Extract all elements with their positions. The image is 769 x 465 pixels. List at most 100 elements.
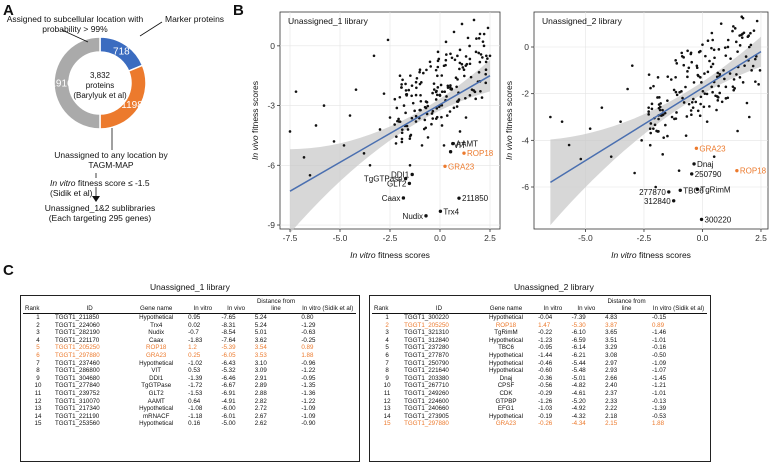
y-tick-label: -3 xyxy=(267,101,275,111)
scatter-point xyxy=(440,115,443,119)
table-cell: -0.25 xyxy=(301,336,316,344)
table-cell: GRA23 xyxy=(495,420,517,428)
scatter-point xyxy=(396,119,399,123)
table-cell: -1.29 xyxy=(301,321,316,329)
scatter-point xyxy=(406,128,410,131)
y-tick-label: -6 xyxy=(267,160,275,170)
table-cell: 0.95 xyxy=(188,314,201,321)
table-cell: -5.32 xyxy=(221,367,236,375)
table-cell: -0.90 xyxy=(301,420,316,428)
table-cell: 0.16 xyxy=(188,420,201,428)
x-axis-title-rest: fitness scores xyxy=(376,250,430,260)
donut-slice-2 xyxy=(53,36,101,130)
scatter-point xyxy=(751,64,755,68)
scatter-point xyxy=(408,134,412,138)
scatter-point xyxy=(680,51,684,55)
y-tick-label: 0 xyxy=(270,41,275,51)
scatter-point xyxy=(691,106,695,109)
table-cell: 5 xyxy=(385,344,389,352)
scatter-point xyxy=(682,101,686,104)
table-cell: TGGT1_321310 xyxy=(404,329,449,337)
scatter-point xyxy=(294,90,298,93)
scatter-point xyxy=(395,106,399,110)
scatter-point xyxy=(455,85,458,89)
scatter-point xyxy=(410,116,414,120)
scatter-point xyxy=(704,54,707,58)
scatter-point xyxy=(652,127,655,130)
scatter-point xyxy=(423,118,427,122)
scatter-point xyxy=(419,108,422,112)
table-cell: TGGT1_224600 xyxy=(404,397,449,405)
labeled-point-TgGTPase xyxy=(403,176,408,181)
scatter-point xyxy=(419,99,423,103)
table-cell: TGGT1_297880 xyxy=(404,420,449,428)
table-cell: 3 xyxy=(36,329,40,337)
table-cell: TGGT1_240660 xyxy=(404,405,449,413)
scatter-point xyxy=(735,73,738,76)
scatter-point xyxy=(729,57,732,60)
y-axis-title-italic: In vivo xyxy=(504,135,514,160)
table-cell: Hypothetical xyxy=(488,336,523,344)
scatter-point xyxy=(731,85,735,88)
table-cell: -1.53 xyxy=(188,389,203,397)
table-cell: Dnaj xyxy=(499,374,513,382)
table-cell: 2.22 xyxy=(605,405,618,413)
table-cell: -5.44 xyxy=(571,359,586,367)
table-cell: -6.67 xyxy=(221,382,236,390)
table-cell: -5.00 xyxy=(221,420,236,428)
scatter-point xyxy=(738,44,742,47)
table-row: 15 TGGT1_297880 GRA23 -0.26 -4.34 2.15 1.88 xyxy=(372,420,707,428)
point-label-DDI1: DDI1 xyxy=(391,170,410,179)
table-cell: -4.61 xyxy=(571,389,586,397)
table-cell: GTPBP xyxy=(495,397,517,405)
table-cell: TGGT1_297880 xyxy=(54,351,100,359)
scatter-point xyxy=(726,38,730,42)
donut-label-1: 1198 xyxy=(121,100,143,111)
table-cell: TGGT1_282190 xyxy=(54,329,100,337)
table-cell: -6.14 xyxy=(571,344,586,352)
scatter-point xyxy=(728,72,732,75)
scatter-point xyxy=(710,85,714,89)
table-cell: 6 xyxy=(385,351,389,359)
table-cell: Hypothetical xyxy=(488,359,523,367)
scatter-point xyxy=(666,134,669,138)
table-cell: 0.64 xyxy=(188,397,201,405)
scatter-point xyxy=(414,93,418,97)
scatter-point xyxy=(424,106,428,110)
table-cell: 5.01 xyxy=(254,329,267,337)
scatter-point xyxy=(710,31,714,35)
scatter-point xyxy=(450,88,453,91)
scatter-point xyxy=(452,30,456,34)
table-cell: Hypothetical xyxy=(488,314,523,321)
table-unassigned-2: Rank ID Gene name In vitro In vivo Distance f… xyxy=(372,297,707,428)
scatter-point xyxy=(458,48,462,52)
scatter-point xyxy=(426,104,430,108)
table-cell: -4.91 xyxy=(221,397,236,405)
table-cell: CDK xyxy=(499,389,513,397)
scatter-point xyxy=(724,54,728,57)
table2-box xyxy=(369,295,711,462)
donut-center-label: proteins xyxy=(85,81,115,90)
result-arrowhead xyxy=(92,196,100,202)
scatter-point xyxy=(460,62,464,66)
point-label-312840: 312840 xyxy=(644,197,671,206)
labeled-point-277870 xyxy=(667,190,671,194)
scatter-point xyxy=(695,64,699,68)
table-cell: TGGT1_253560 xyxy=(54,420,100,428)
scatter-point xyxy=(747,115,751,119)
table-header-cell: Rank xyxy=(372,297,403,314)
table-cell: TGGT1_310070 xyxy=(54,397,100,405)
scatter-point xyxy=(698,114,702,118)
point-label-250790: 250790 xyxy=(695,170,722,179)
table-cell: -7.64 xyxy=(221,336,236,344)
x-tick-label: -2.5 xyxy=(383,233,398,243)
y-tick-label: -9 xyxy=(267,220,275,230)
table-cell: 2.82 xyxy=(254,397,267,405)
scatter-point xyxy=(711,90,714,94)
scatter-point xyxy=(405,124,409,128)
scatter-point xyxy=(457,98,461,101)
scatter-point xyxy=(439,83,443,87)
scatter-point xyxy=(747,45,751,49)
table-cell: 0.89 xyxy=(301,344,314,352)
y-axis-title: In vivo fitness scores xyxy=(250,81,260,160)
